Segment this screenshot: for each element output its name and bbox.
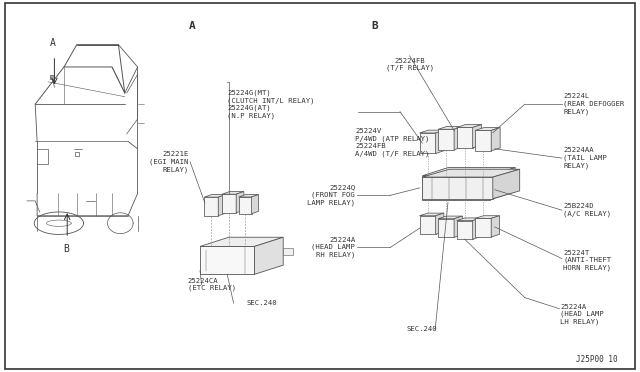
Bar	[420, 133, 436, 153]
Text: 25224V
P/4WD (ATP RELAY)
25224FB
A/4WD (T/F RELAY): 25224V P/4WD (ATP RELAY) 25224FB A/4WD (…	[355, 128, 429, 157]
Bar	[457, 127, 472, 148]
Polygon shape	[239, 195, 259, 197]
Polygon shape	[476, 128, 500, 131]
Polygon shape	[472, 218, 481, 239]
Polygon shape	[422, 169, 520, 177]
Bar	[204, 197, 218, 216]
Polygon shape	[476, 216, 500, 218]
Bar	[457, 221, 472, 239]
Text: 25224AA
(TAIL LAMP
RELAY): 25224AA (TAIL LAMP RELAY)	[563, 147, 607, 169]
Polygon shape	[493, 169, 520, 199]
Text: J25P00 10: J25P00 10	[576, 355, 618, 364]
Text: 25224A
(HEAD LAMP
LH RELAY): 25224A (HEAD LAMP LH RELAY)	[560, 304, 604, 325]
Bar	[476, 130, 492, 151]
Polygon shape	[492, 216, 499, 237]
Polygon shape	[420, 213, 444, 216]
Text: 25224FB
(T/F RELAY): 25224FB (T/F RELAY)	[385, 58, 434, 71]
Bar	[222, 194, 236, 213]
Polygon shape	[492, 128, 500, 151]
Bar	[476, 218, 492, 237]
Text: 25224A
(HEAD LAMP
RH RELAY): 25224A (HEAD LAMP RH RELAY)	[312, 237, 355, 258]
Polygon shape	[422, 167, 515, 176]
Polygon shape	[435, 130, 445, 153]
Polygon shape	[472, 125, 481, 148]
Text: 25224G(MT)
(CLUTCH INT/L RELAY)
25224G(AT)
(N.P RELAY): 25224G(MT) (CLUTCH INT/L RELAY) 25224G(A…	[227, 89, 315, 119]
Polygon shape	[200, 237, 283, 247]
Polygon shape	[454, 126, 463, 150]
Text: A: A	[189, 21, 195, 31]
Text: A: A	[49, 38, 56, 48]
Text: 25B224D
(A/C RELAY): 25B224D (A/C RELAY)	[563, 203, 611, 217]
Text: 25224CA
(ETC RELAY): 25224CA (ETC RELAY)	[188, 278, 236, 291]
Polygon shape	[454, 216, 462, 237]
Bar	[239, 197, 252, 214]
Polygon shape	[283, 248, 292, 255]
Text: 25224L
(REAR DEFOGGER
RELAY): 25224L (REAR DEFOGGER RELAY)	[563, 93, 625, 115]
Polygon shape	[438, 216, 463, 219]
Polygon shape	[252, 195, 259, 214]
Text: 25221E
(EGI MAIN
RELAY): 25221E (EGI MAIN RELAY)	[149, 151, 189, 173]
Bar	[438, 129, 454, 150]
Bar	[422, 176, 490, 200]
Polygon shape	[457, 218, 481, 221]
Polygon shape	[420, 130, 445, 133]
Polygon shape	[438, 126, 463, 129]
Bar	[200, 246, 255, 275]
Text: B: B	[63, 244, 69, 254]
Bar	[438, 219, 454, 237]
Text: 25224T
(ANTI-THEFT
HORN RELAY): 25224T (ANTI-THEFT HORN RELAY)	[563, 250, 611, 271]
Text: SEC.240: SEC.240	[406, 326, 437, 332]
Polygon shape	[435, 213, 444, 234]
Polygon shape	[236, 192, 244, 213]
Polygon shape	[457, 125, 482, 127]
Polygon shape	[222, 192, 244, 194]
Text: 25224Q
(FRONT FOG
LAMP RELAY): 25224Q (FRONT FOG LAMP RELAY)	[307, 185, 355, 206]
Polygon shape	[204, 195, 226, 197]
Text: SEC.240: SEC.240	[246, 300, 277, 306]
Bar	[422, 177, 493, 199]
Polygon shape	[254, 237, 283, 275]
Text: B: B	[371, 21, 378, 31]
Polygon shape	[490, 167, 515, 200]
Polygon shape	[218, 195, 226, 216]
Bar	[420, 216, 436, 234]
